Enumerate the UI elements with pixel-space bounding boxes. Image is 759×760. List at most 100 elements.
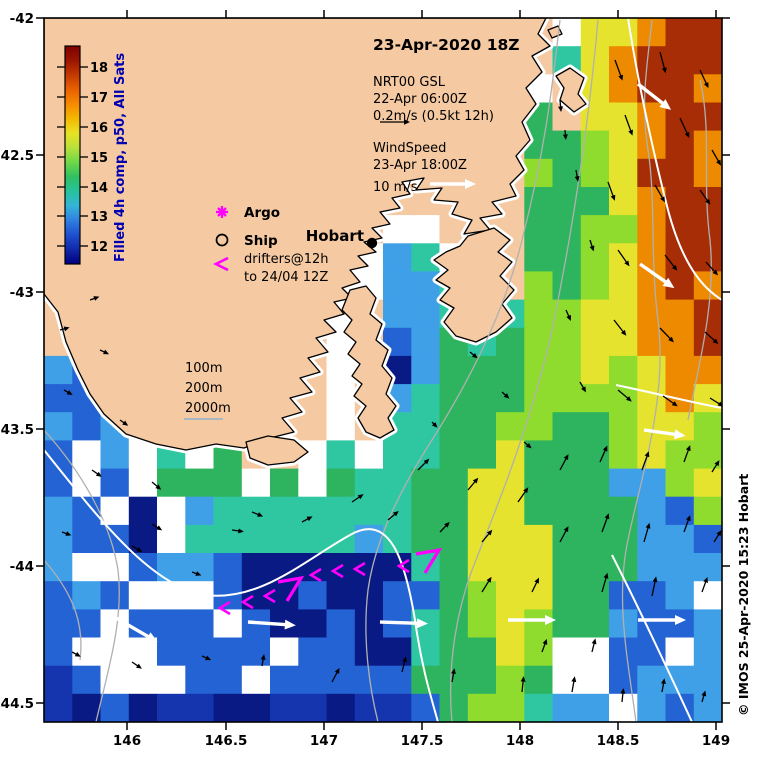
sst-cell xyxy=(326,609,356,639)
current-arrow xyxy=(617,389,632,402)
sst-cell xyxy=(637,215,667,244)
sst-cell xyxy=(496,524,525,554)
sst-cell xyxy=(157,496,186,526)
sst-cell xyxy=(467,440,497,470)
sst-cell xyxy=(100,637,130,667)
current-arrow xyxy=(191,571,202,576)
sst-cell xyxy=(298,637,328,667)
drifter-track xyxy=(277,575,305,602)
sst-cell xyxy=(693,158,722,188)
sst-cell xyxy=(72,665,102,695)
wind-arrow xyxy=(430,179,476,189)
sst-cell xyxy=(693,637,722,667)
sst-cell xyxy=(665,187,695,216)
sst-cell xyxy=(157,609,186,639)
sst-cell xyxy=(157,524,186,554)
sst-cell xyxy=(496,609,525,639)
sst-cell xyxy=(411,693,441,722)
sst-cell xyxy=(411,384,441,413)
current-arrow xyxy=(699,69,709,89)
sst-cell xyxy=(326,693,356,722)
current-arrow xyxy=(401,656,407,673)
sst-cell xyxy=(524,581,554,610)
sst-cell xyxy=(411,440,441,470)
sst-cell xyxy=(637,468,667,498)
sst-cell xyxy=(270,524,299,554)
colorbar-tick-label: 17 xyxy=(90,91,108,106)
sst-cell xyxy=(383,271,412,301)
sst-cell xyxy=(665,102,695,132)
sst-cell xyxy=(44,665,73,695)
sst-cell xyxy=(693,74,722,104)
sst-cell xyxy=(580,18,610,47)
sst-cell xyxy=(383,693,412,722)
current-arrow xyxy=(613,319,627,336)
drifter-chevron xyxy=(262,588,276,604)
sst-cell xyxy=(665,553,695,582)
sst-cell xyxy=(411,524,441,554)
sst-cell xyxy=(524,665,554,695)
sst-cell xyxy=(157,637,186,667)
sst-cell xyxy=(411,468,441,498)
sst-cell xyxy=(637,355,667,385)
sst-cell xyxy=(580,581,610,610)
sst-cell xyxy=(580,299,610,329)
current-arrow xyxy=(701,576,708,593)
current-vector-arrows xyxy=(59,51,722,703)
sst-cell xyxy=(157,665,186,695)
sst-cell xyxy=(467,496,497,526)
sst-cell xyxy=(637,243,667,273)
current-arrow xyxy=(624,114,633,136)
sst-cell xyxy=(552,609,582,639)
sst-cell xyxy=(467,693,497,722)
sst-cell xyxy=(637,524,667,554)
current-arrow xyxy=(589,239,595,252)
legend-drifters-line2: to 24/04 12Z xyxy=(244,270,328,285)
current-arrow xyxy=(683,445,691,463)
sst-cell xyxy=(298,665,328,695)
current-arrow xyxy=(91,469,102,477)
current-arrow xyxy=(661,678,666,693)
current-arrow xyxy=(520,676,526,693)
current-arrow xyxy=(559,526,569,543)
sst-cell xyxy=(693,581,722,610)
credit-text: © IMOS 25-Apr-2020 15:23 Hobart xyxy=(736,474,751,716)
sst-cell xyxy=(354,440,384,470)
sst-cell xyxy=(552,468,582,498)
current-arrow xyxy=(387,511,399,521)
drifter-chevron xyxy=(396,558,410,574)
current-arrow xyxy=(99,349,110,355)
sst-cell xyxy=(496,665,525,695)
sst-cell xyxy=(298,609,328,639)
wind-arrow xyxy=(247,619,296,630)
sst-cell xyxy=(693,524,722,554)
y-axis-tick-label: -42 xyxy=(10,11,34,27)
drifter-track xyxy=(415,547,443,574)
sst-cell xyxy=(665,496,695,526)
sst-cell xyxy=(383,637,412,667)
current-arrow xyxy=(119,419,129,426)
current-arrow xyxy=(131,545,143,552)
sst-cell xyxy=(552,412,582,441)
sst-cell xyxy=(100,496,130,526)
sst-cell xyxy=(128,553,158,582)
sst-cell xyxy=(496,693,525,722)
sst-cell xyxy=(326,496,356,526)
sst-cell xyxy=(580,524,610,554)
drifter-chevron xyxy=(308,567,322,583)
drifter-chevron xyxy=(352,561,366,577)
sst-cell xyxy=(354,609,384,639)
sst-cell xyxy=(100,581,130,610)
sst-cell xyxy=(185,553,215,582)
current-arrow xyxy=(617,249,630,267)
x-axis-tick-label: 147 xyxy=(310,733,338,749)
depth-key-2000m: 2000m xyxy=(185,401,231,416)
sst-cell xyxy=(439,693,469,722)
legend-ship-label: Ship xyxy=(244,233,278,249)
sst-cell xyxy=(44,553,73,582)
current-arrow xyxy=(517,487,529,503)
sst-cell xyxy=(100,553,130,582)
sst-cell xyxy=(609,468,638,498)
sst-cell xyxy=(467,581,497,610)
